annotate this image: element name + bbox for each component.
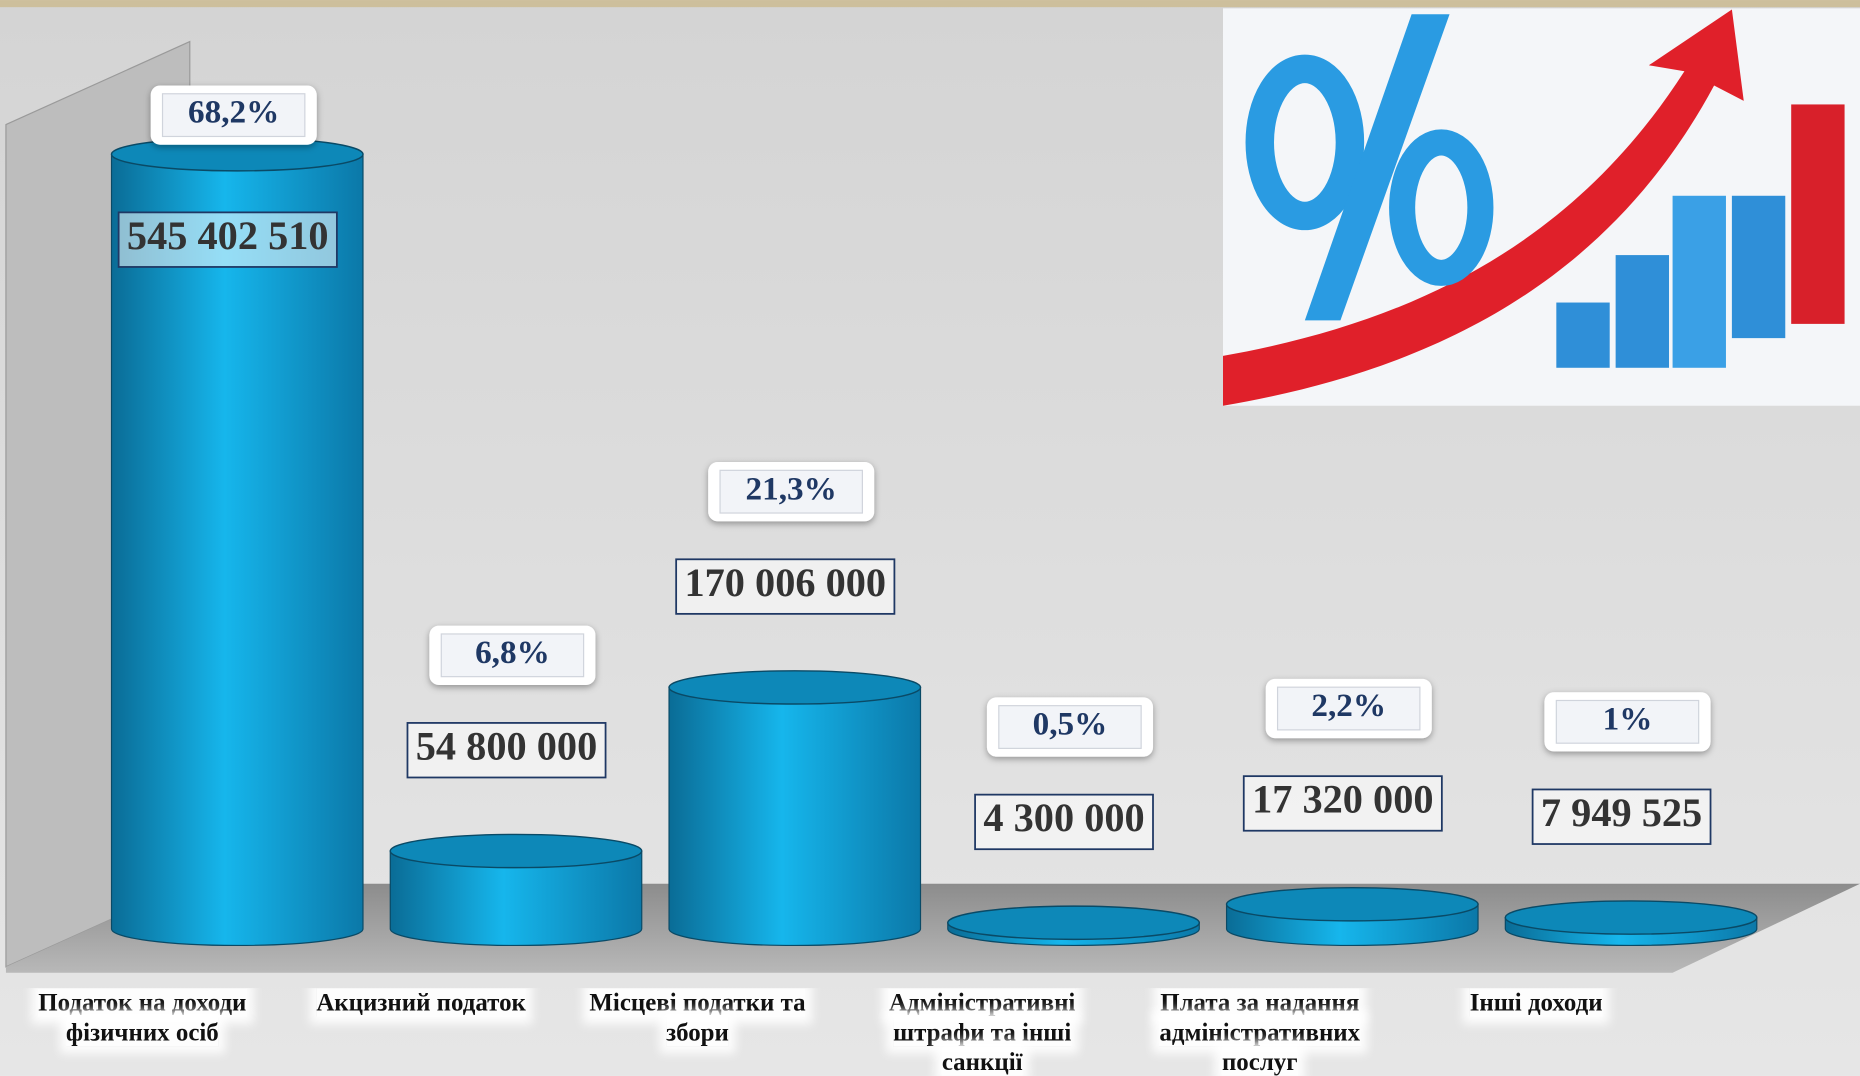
cylinder-top: [389, 833, 643, 869]
value-label: 4 300 000: [983, 795, 1144, 840]
x-tick-label: Акцизний податок: [297, 988, 546, 1018]
category-text: Інші доходи: [1469, 988, 1603, 1017]
value-label: 17 320 000: [1252, 777, 1433, 822]
value-label-box: [1242, 775, 1443, 832]
cylinder-top: [1504, 900, 1758, 935]
x-tick-label: Місцеві податки та збори: [573, 988, 822, 1047]
cylinder-top: [947, 905, 1200, 941]
category-label: Акцизний податок: [297, 988, 546, 1018]
cylinder-top: [1225, 886, 1479, 922]
bar: [389, 833, 643, 947]
percent-box-inner: [440, 633, 585, 678]
x-tick-label: Плата за надання адміністративних послуг: [1135, 988, 1384, 1076]
percent-label: 6,8%: [475, 634, 550, 671]
cylinder-body: [668, 686, 922, 947]
value-label: 54 800 000: [416, 723, 597, 768]
value-label: 7 949 525: [1541, 790, 1702, 835]
value-label-box: [974, 793, 1154, 851]
percent-label: 0,5%: [1033, 706, 1108, 743]
percent-label: 1%: [1603, 700, 1653, 737]
x-tick-label: Податок на доходи фізичних осіб: [18, 988, 267, 1047]
percent-box-inner: [161, 93, 306, 138]
category-text: Адміністративні штрафи та інші санкції: [889, 988, 1076, 1076]
cylinder-top: [668, 670, 922, 705]
category-label: Плата за надання адміністративних послуг: [1135, 988, 1384, 1076]
cylinder-body: [110, 153, 364, 947]
value-label-box: [406, 722, 607, 779]
bar: [1225, 886, 1479, 947]
category-text: Акцизний податок: [316, 988, 526, 1017]
value-label-box: [675, 558, 896, 615]
percent-box-inner: [1555, 699, 1700, 744]
category-label: Податок на доходи фізичних осіб: [18, 988, 267, 1047]
percent-box-inner: [719, 469, 863, 514]
category-text: Місцеві податки та збори: [589, 988, 806, 1047]
cylinder-body: [389, 850, 643, 947]
value-label-box: [117, 211, 338, 268]
illustration: [1222, 8, 1860, 406]
top-border: [0, 0, 1860, 8]
percent-box-inner: [998, 705, 1142, 749]
percent-label: 68,2%: [188, 94, 279, 131]
category-label: Місцеві податки та збори: [573, 988, 822, 1047]
bar: [110, 136, 364, 947]
x-tick-label: Інші доходи: [1412, 988, 1661, 1018]
percent-label: 21,3%: [746, 470, 837, 507]
x-tick-label: Адміністративні штрафи та інші санкції: [858, 988, 1107, 1076]
category-label: Інші доходи: [1412, 988, 1661, 1018]
value-label: 545 402 510: [127, 213, 329, 258]
category-label: Адміністративні штрафи та інші санкції: [858, 988, 1107, 1076]
percent-box-inner: [1276, 686, 1421, 731]
bar: [668, 670, 922, 947]
bar: [1504, 900, 1758, 947]
category-text: Податок на доходи фізичних осіб: [38, 988, 247, 1047]
percent-label: 2,2%: [1311, 687, 1386, 724]
value-label: 170 006 000: [684, 560, 886, 605]
bar: [947, 905, 1200, 947]
value-label-box: [1531, 788, 1712, 845]
category-text: Плата за надання адміністративних послуг: [1159, 988, 1361, 1076]
